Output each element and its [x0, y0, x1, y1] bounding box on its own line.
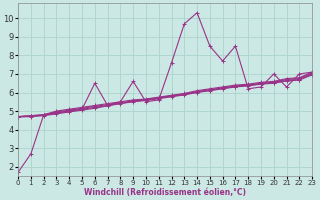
X-axis label: Windchill (Refroidissement éolien,°C): Windchill (Refroidissement éolien,°C) — [84, 188, 246, 197]
